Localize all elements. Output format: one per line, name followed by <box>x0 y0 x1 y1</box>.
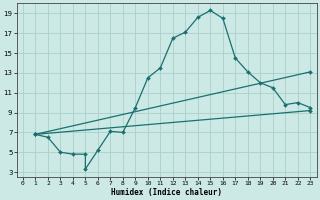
X-axis label: Humidex (Indice chaleur): Humidex (Indice chaleur) <box>111 188 222 197</box>
